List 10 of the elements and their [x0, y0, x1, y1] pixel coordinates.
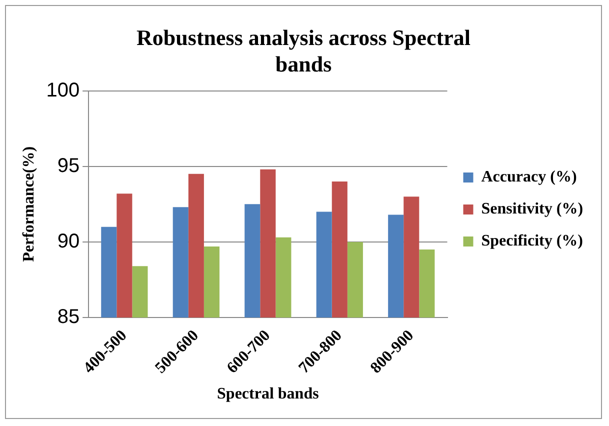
y-tick-label: 95 [57, 154, 80, 177]
y-tick-label: 100 [46, 79, 80, 102]
chart-title: Robustness analysis across Spectral bands [136, 24, 470, 76]
y-tick-label: 90 [57, 230, 80, 252]
y-axis-title: Performance(%) [20, 146, 38, 262]
legend-label: Accuracy (%) [481, 168, 577, 186]
legend-label: Specificity (%) [481, 232, 583, 250]
y-tick-label: 85 [57, 306, 80, 328]
legend-label: Sensitivity (%) [481, 200, 584, 218]
x-axis-title: Spectral bands [217, 386, 319, 403]
